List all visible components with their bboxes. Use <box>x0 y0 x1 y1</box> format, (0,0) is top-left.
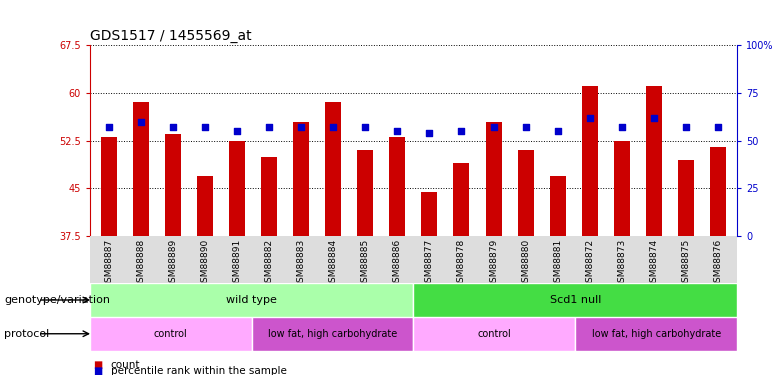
Bar <box>261 157 277 236</box>
Text: ■: ■ <box>94 360 103 370</box>
Text: genotype/variation: genotype/variation <box>4 295 110 305</box>
Text: GSM88891: GSM88891 <box>232 238 242 288</box>
Point <box>295 124 307 130</box>
Bar <box>646 87 661 236</box>
Text: GSM88874: GSM88874 <box>649 238 658 288</box>
Text: GSM88887: GSM88887 <box>105 238 113 288</box>
Bar <box>582 87 597 236</box>
Text: control: control <box>477 329 511 339</box>
Bar <box>614 141 629 236</box>
Bar <box>413 283 737 317</box>
Text: GSM88872: GSM88872 <box>585 238 594 288</box>
Bar <box>550 176 566 236</box>
Text: GSM88877: GSM88877 <box>425 238 434 288</box>
Point <box>359 124 371 130</box>
Text: ■: ■ <box>94 366 103 375</box>
Text: GDS1517 / 1455569_at: GDS1517 / 1455569_at <box>90 28 251 43</box>
Text: GSM88879: GSM88879 <box>489 238 498 288</box>
Point <box>135 118 147 124</box>
Point <box>583 115 596 121</box>
Bar <box>229 141 245 236</box>
Point <box>647 115 660 121</box>
Bar <box>576 317 737 351</box>
Text: GSM88880: GSM88880 <box>521 238 530 288</box>
Point <box>424 130 436 136</box>
Text: GSM88876: GSM88876 <box>714 238 722 288</box>
Text: GSM88873: GSM88873 <box>617 238 626 288</box>
Bar <box>413 317 576 351</box>
Text: GSM88885: GSM88885 <box>361 238 370 288</box>
Bar <box>453 163 470 236</box>
Text: GSM88882: GSM88882 <box>264 238 274 288</box>
Text: GSM88883: GSM88883 <box>296 238 306 288</box>
Text: GSM88878: GSM88878 <box>457 238 466 288</box>
Text: count: count <box>111 360 140 370</box>
Bar <box>325 102 342 236</box>
Text: Scd1 null: Scd1 null <box>550 295 601 305</box>
Text: low fat, high carbohydrate: low fat, high carbohydrate <box>268 329 397 339</box>
Bar <box>90 317 251 351</box>
Bar <box>251 317 413 351</box>
Point <box>679 124 692 130</box>
Point <box>327 124 339 130</box>
Point <box>391 128 403 134</box>
Bar <box>197 176 213 236</box>
Bar <box>357 150 374 236</box>
Text: GSM88875: GSM88875 <box>681 238 690 288</box>
Point <box>103 124 115 130</box>
Point <box>167 124 179 130</box>
Point <box>488 124 500 130</box>
Point <box>456 128 468 134</box>
Bar <box>678 160 694 236</box>
Text: GSM88881: GSM88881 <box>553 238 562 288</box>
Point <box>711 124 724 130</box>
Text: protocol: protocol <box>4 329 49 339</box>
Bar <box>165 134 181 236</box>
Text: percentile rank within the sample: percentile rank within the sample <box>111 366 286 375</box>
Text: GSM88889: GSM88889 <box>168 238 178 288</box>
Text: GSM88888: GSM88888 <box>136 238 146 288</box>
Text: wild type: wild type <box>226 295 277 305</box>
Bar <box>485 122 502 236</box>
Point <box>231 128 243 134</box>
Point <box>199 124 211 130</box>
Point <box>519 124 532 130</box>
Point <box>551 128 564 134</box>
Bar <box>389 138 406 236</box>
Text: low fat, high carbohydrate: low fat, high carbohydrate <box>591 329 721 339</box>
Point <box>263 124 275 130</box>
Bar <box>90 283 413 317</box>
Bar <box>421 192 438 236</box>
Bar <box>101 138 117 236</box>
Text: control: control <box>154 329 187 339</box>
Text: GSM88884: GSM88884 <box>329 238 338 288</box>
Text: GSM88890: GSM88890 <box>200 238 210 288</box>
Point <box>615 124 628 130</box>
Text: GSM88886: GSM88886 <box>393 238 402 288</box>
Bar <box>710 147 726 236</box>
Bar <box>293 122 309 236</box>
Bar <box>133 102 149 236</box>
Bar <box>518 150 534 236</box>
